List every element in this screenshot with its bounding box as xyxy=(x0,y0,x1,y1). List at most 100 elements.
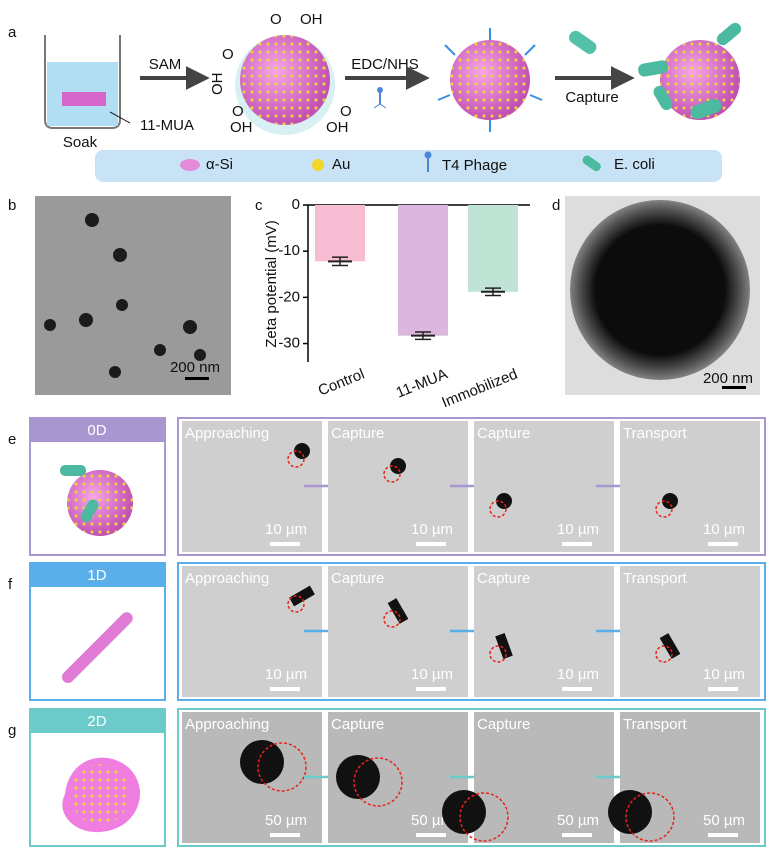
legend-label: Au xyxy=(332,156,350,173)
x-tick-label: Immobilized xyxy=(439,366,520,412)
phage-particles xyxy=(44,213,206,378)
video-frame xyxy=(620,421,760,552)
target-circle xyxy=(655,500,673,518)
video-frame xyxy=(620,566,760,697)
scale-label: 10 µm xyxy=(265,521,307,538)
scale-bar xyxy=(270,833,300,837)
bacterium xyxy=(569,30,597,54)
frame-caption: Capture xyxy=(477,570,530,587)
scale-label: 10 µm xyxy=(557,666,599,683)
icon-header xyxy=(30,709,165,733)
scale-label: 50 µm xyxy=(703,812,745,829)
panel-label: d xyxy=(552,197,560,214)
legend-swatch xyxy=(582,155,601,172)
substrate xyxy=(62,92,106,106)
video-frame xyxy=(328,421,468,552)
panel-a: a Soak 11-MUA SAM OH OH OH OH O O O O ED… xyxy=(8,11,742,182)
scale-bar xyxy=(562,833,592,837)
phage-icon xyxy=(373,87,387,109)
target-circle xyxy=(287,450,305,468)
scale-label: 10 µm xyxy=(557,521,599,538)
bacteria xyxy=(638,22,742,120)
video-frame xyxy=(474,712,614,843)
y-tick-label: -10 xyxy=(278,242,300,259)
scale-bar xyxy=(185,377,209,380)
microbot xyxy=(294,443,310,459)
frame-caption: Transport xyxy=(623,716,687,733)
group-label: OH xyxy=(300,11,323,28)
frame-caption: Transport xyxy=(623,425,687,442)
microbot xyxy=(336,755,380,799)
scale-label: 10 µm xyxy=(265,666,307,683)
step-label: SAM xyxy=(149,56,182,73)
microbot xyxy=(608,790,652,834)
scale-bar xyxy=(270,542,300,546)
frame-caption: Approaching xyxy=(185,425,269,442)
icon-header xyxy=(30,563,165,587)
scale-bar xyxy=(562,687,592,691)
target-circle xyxy=(625,792,675,842)
target-circle xyxy=(383,465,401,483)
icon-header xyxy=(30,418,165,442)
x-tick-label: Control xyxy=(316,366,367,400)
tem-image xyxy=(35,196,231,395)
frame-caption: Transport xyxy=(623,570,687,587)
frame-caption: Capture xyxy=(331,425,384,442)
frame-caption: Approaching xyxy=(185,570,269,587)
bacterium xyxy=(80,499,99,523)
dimension-label: 2D xyxy=(87,713,106,730)
scale-label: 200 nm xyxy=(703,370,753,387)
scale-label: 10 µm xyxy=(703,521,745,538)
scale-bar xyxy=(708,833,738,837)
au-dots xyxy=(660,40,740,120)
frame-caption: Capture xyxy=(477,425,530,442)
microbot xyxy=(662,493,678,509)
step-label: EDC/NHS xyxy=(351,56,419,73)
panel-label: a xyxy=(8,24,17,41)
scale-bar xyxy=(708,542,738,546)
phages xyxy=(437,28,543,132)
rod xyxy=(62,612,133,683)
group-label: O xyxy=(222,46,234,63)
microbot xyxy=(387,598,409,624)
au-dots xyxy=(67,470,133,536)
scale-label: 50 µm xyxy=(265,812,307,829)
legend-label: α-Si xyxy=(206,156,233,173)
bar xyxy=(398,205,448,336)
scale-label: 10 µm xyxy=(411,666,453,683)
target-circle xyxy=(353,757,403,807)
microbot xyxy=(390,458,406,474)
legend-label: E. coli xyxy=(614,156,655,173)
dimension-label: 0D xyxy=(87,422,106,439)
y-axis-label: Zeta potential (mV) xyxy=(263,220,280,348)
bacterium xyxy=(60,465,86,476)
scale-bar xyxy=(270,687,300,691)
microbot xyxy=(289,585,315,607)
frame-caption: Approaching xyxy=(185,716,269,733)
panel-label: b xyxy=(8,197,16,214)
y-tick-label: 0 xyxy=(292,196,300,213)
panel-label: g xyxy=(8,722,16,739)
particle xyxy=(570,200,750,380)
beaker xyxy=(44,35,121,129)
frame-caption: Capture xyxy=(477,716,530,733)
group-label: OH xyxy=(230,119,253,136)
y-tick-label: -30 xyxy=(278,334,300,351)
target-circle xyxy=(655,645,673,663)
scale-bar xyxy=(708,687,738,691)
group-label: O xyxy=(340,103,352,120)
bar xyxy=(468,205,518,292)
scale-bar xyxy=(416,687,446,691)
au-dots xyxy=(70,764,130,824)
scale-label: 10 µm xyxy=(703,666,745,683)
panel-label: c xyxy=(255,197,263,214)
panel-label: e xyxy=(8,431,16,448)
group-label: O xyxy=(232,103,244,120)
soak-label: Soak xyxy=(63,134,98,151)
scale-label: 200 nm xyxy=(170,359,220,376)
microbot xyxy=(495,633,513,659)
scale-bar xyxy=(416,833,446,837)
step-label: Capture xyxy=(565,89,618,106)
